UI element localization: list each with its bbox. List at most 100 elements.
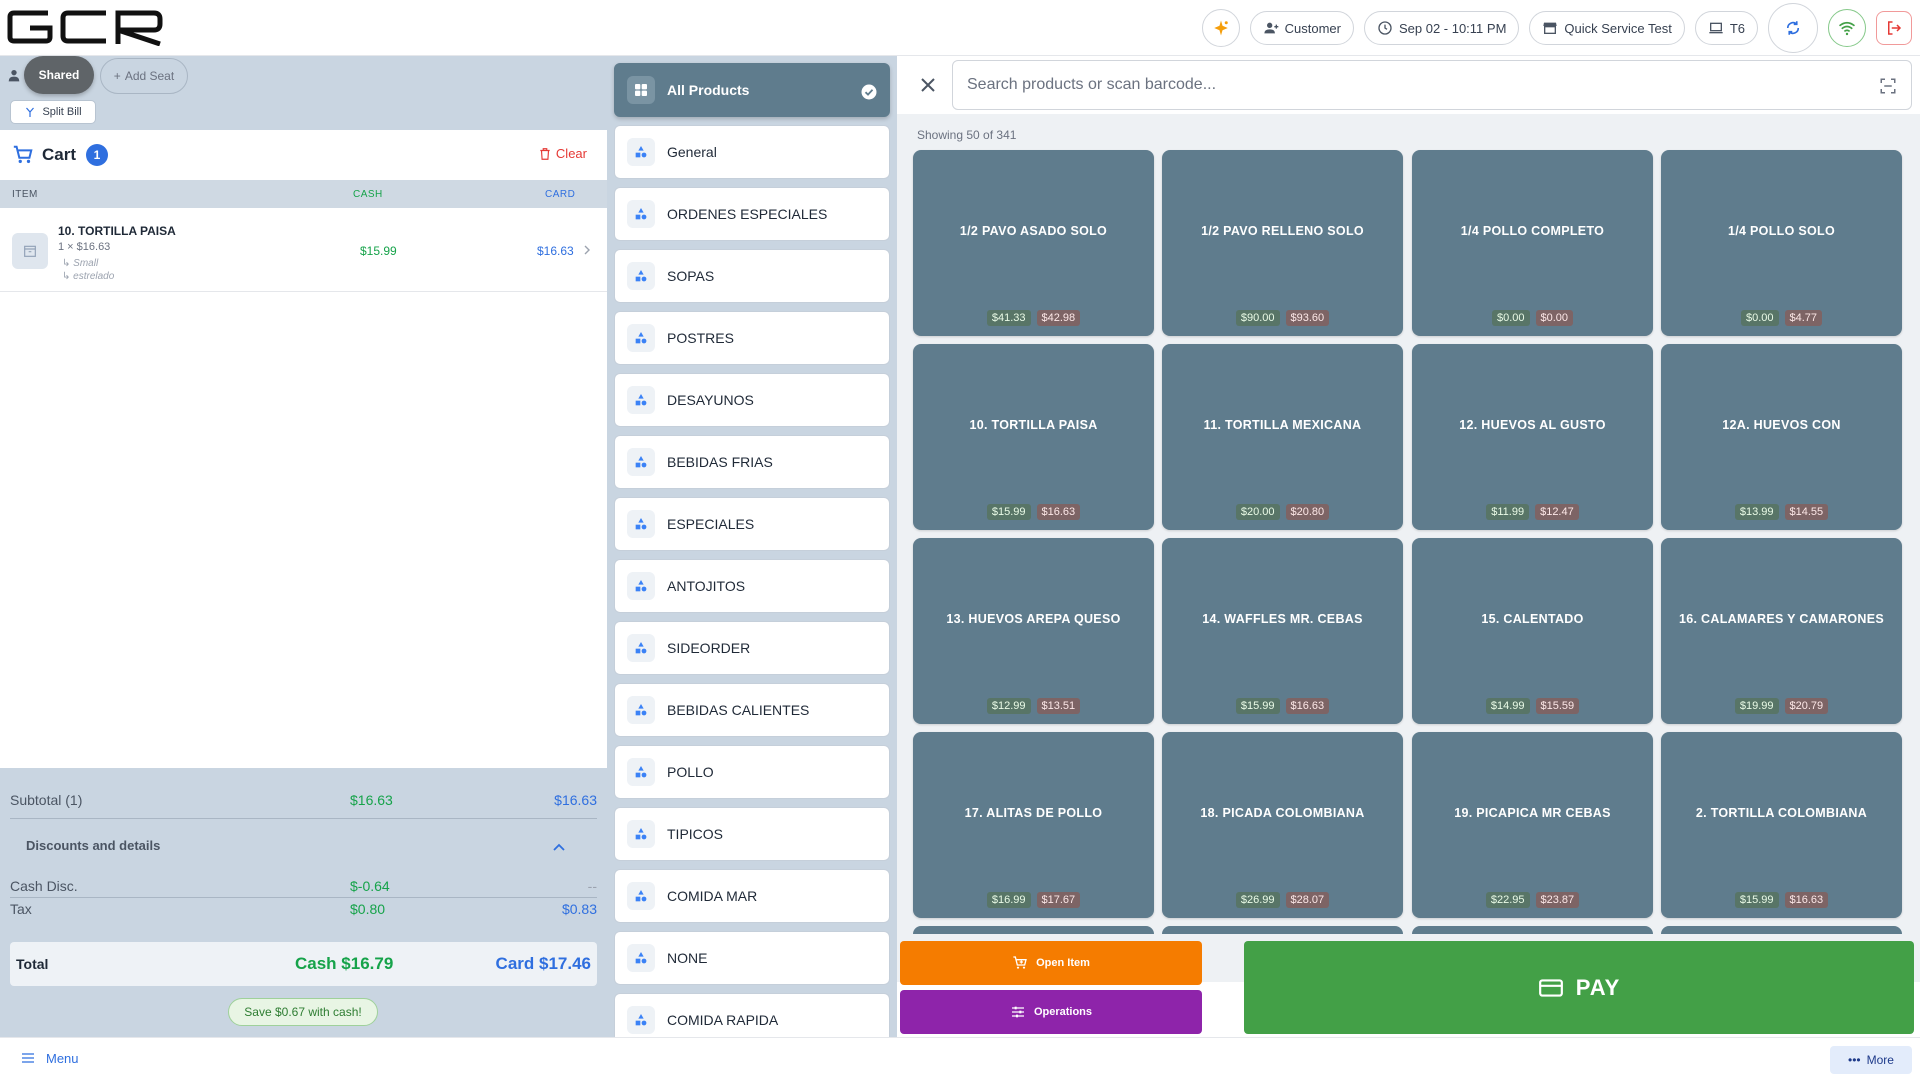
category-label: General (667, 144, 717, 160)
category-item[interactable]: NONE (614, 931, 890, 985)
category-shapes-icon (635, 766, 647, 778)
terminal-chip[interactable]: T6 (1694, 11, 1758, 45)
product-tile[interactable]: 1/4 POLLO COMPLETO $0.00 $0.00 (1412, 150, 1653, 336)
cart-item-name: 10. TORTILLA PAISA (58, 224, 176, 238)
clear-cart-button[interactable]: Clear (538, 146, 587, 161)
operations-label: Operations (1033, 1006, 1093, 1018)
discounts-toggle[interactable]: Discounts and details (0, 826, 607, 864)
category-item[interactable]: DESAYUNOS (614, 373, 890, 427)
category-item[interactable]: SOPAS (614, 249, 890, 303)
cash-discount-line: Cash Disc. $-0.64 -- (10, 878, 597, 894)
product-cash-price: $13.99 (1734, 504, 1779, 520)
menu-button[interactable]: Menu (20, 1050, 79, 1066)
wifi-icon (1838, 21, 1856, 36)
product-prices: $0.00 $0.00 (1412, 310, 1653, 326)
product-tile[interactable]: 1/2 PAVO ASADO SOLO $41.33 $42.98 (913, 150, 1154, 336)
add-seat-button[interactable]: + Add Seat (100, 58, 188, 94)
category-shapes-icon (635, 270, 647, 282)
open-item-button[interactable]: Open Item (900, 941, 1202, 985)
category-label: POSTRES (667, 330, 734, 346)
customer-button[interactable]: Customer (1249, 11, 1354, 45)
category-label: SIDEORDER (667, 640, 751, 656)
product-cash-price: $15.99 (1235, 698, 1280, 714)
store-chip[interactable]: Quick Service Test (1529, 11, 1685, 45)
product-tile[interactable]: 14. WAFFLES MR. CEBAS $15.99 $16.63 (1162, 538, 1403, 724)
cart-panel: Cart 1 Clear ITEM CASH CARD 10. TORTILLA… (0, 130, 607, 768)
top-bar: Customer Sep 02 - 10:11 PM Quick Service… (0, 0, 1920, 56)
category-item[interactable]: General (614, 125, 890, 179)
ai-assistant-button[interactable] (1201, 9, 1240, 47)
cart-item-modifier: ↳ Small (62, 258, 99, 269)
category-item[interactable]: COMIDA MAR (614, 869, 890, 923)
product-card-price: $23.87 (1535, 892, 1580, 908)
product-prices: $22.95 $23.87 (1412, 892, 1653, 908)
category-shapes-icon (635, 394, 647, 406)
product-tile[interactable]: 15. CALENTADO $14.99 $15.59 (1412, 538, 1653, 724)
product-prices: $0.00 $4.77 (1661, 310, 1902, 326)
category-item[interactable]: ANTOJITOS (614, 559, 890, 613)
product-tile[interactable]: 18. PICADA COLOMBIANA $26.99 $28.07 (1162, 732, 1403, 918)
datetime-chip[interactable]: Sep 02 - 10:11 PM (1363, 11, 1520, 45)
product-name: 1/2 PAVO RELLENO SOLO (1201, 224, 1364, 238)
product-prices: $14.99 $15.59 (1412, 698, 1653, 714)
product-cash-price: $90.00 (1235, 310, 1280, 326)
laptop-icon (1709, 22, 1723, 34)
category-item[interactable]: POSTRES (614, 311, 890, 365)
cart-title: Cart (42, 145, 77, 164)
showing-count: Showing 50 of 341 (917, 128, 1017, 142)
product-tile-partial[interactable] (1412, 926, 1653, 934)
product-tile[interactable]: 1/2 PAVO RELLENO SOLO $90.00 $93.60 (1162, 150, 1403, 336)
category-item[interactable]: COMIDA RAPIDA (614, 993, 890, 1037)
col-cash-header: CASH (353, 189, 383, 200)
category-item[interactable]: BEBIDAS CALIENTES (614, 683, 890, 737)
product-prices: $41.33 $42.98 (913, 310, 1154, 326)
category-icon-box (627, 138, 655, 166)
category-item[interactable]: TIPICOS (614, 807, 890, 861)
shared-seat-button[interactable]: Shared (24, 56, 94, 94)
product-tile[interactable]: 13. HUEVOS AREPA QUESO $12.99 $13.51 (913, 538, 1154, 724)
product-tile[interactable]: 19. PICAPICA MR CEBAS $22.95 $23.87 (1412, 732, 1653, 918)
product-tile[interactable]: 1/4 POLLO SOLO $0.00 $4.77 (1661, 150, 1902, 336)
split-bill-label: Split Bill (42, 106, 82, 118)
barcode-scan-icon[interactable] (1879, 77, 1897, 95)
product-card-price: $16.63 (1036, 504, 1081, 520)
more-button[interactable]: ••• More (1830, 1046, 1912, 1074)
product-tile-partial[interactable] (1162, 926, 1403, 934)
category-label: COMIDA MAR (667, 888, 758, 904)
sync-button[interactable] (1768, 3, 1818, 53)
category-list: All Products General ORDENES ESPECIALES SOP… (607, 56, 897, 1037)
category-item[interactable]: All Products (614, 63, 890, 117)
product-prices: $12.99 $13.51 (913, 698, 1154, 714)
category-item[interactable]: SIDEORDER (614, 621, 890, 675)
product-tile[interactable]: 2. TORTILLA COLOMBIANA $15.99 $16.63 (1661, 732, 1902, 918)
cash-disc-label: Cash Disc. (10, 878, 78, 894)
wifi-status-button[interactable] (1828, 9, 1866, 47)
tax-line: Tax $0.80 $0.83 (10, 901, 597, 917)
cart-item-row[interactable]: 10. TORTILLA PAISA 1 × $16.63 ↳ Small ↳ … (0, 208, 607, 292)
logout-button[interactable] (1876, 11, 1912, 45)
divider (10, 818, 597, 819)
product-tile-partial[interactable] (913, 926, 1154, 934)
category-shapes-icon (635, 1014, 647, 1026)
product-tile[interactable]: 17. ALITAS DE POLLO $16.99 $17.67 (913, 732, 1154, 918)
product-tile-partial[interactable] (1661, 926, 1902, 934)
category-shapes-icon (635, 642, 647, 654)
search-input[interactable] (967, 61, 1847, 109)
category-item[interactable]: BEBIDAS FRIAS (614, 435, 890, 489)
product-tile[interactable]: 10. TORTILLA PAISA $15.99 $16.63 (913, 344, 1154, 530)
close-icon[interactable] (917, 74, 939, 96)
product-tile[interactable]: 12A. HUEVOS CON $13.99 $14.55 (1661, 344, 1902, 530)
category-item[interactable]: ESPECIALES (614, 497, 890, 551)
operations-button[interactable]: Operations (900, 990, 1202, 1034)
pay-button[interactable]: PAY (1244, 941, 1914, 1034)
product-card-price: $20.80 (1285, 504, 1330, 520)
product-tile[interactable]: 12. HUEVOS AL GUSTO $11.99 $12.47 (1412, 344, 1653, 530)
category-item[interactable]: POLLO (614, 745, 890, 799)
category-item[interactable]: ORDENES ESPECIALES (614, 187, 890, 241)
product-tile[interactable]: 11. TORTILLA MEXICANA $20.00 $20.80 (1162, 344, 1403, 530)
add-seat-label: Add Seat (124, 69, 175, 83)
product-tile[interactable]: 16. CALAMARES Y CAMARONES $19.99 $20.79 (1661, 538, 1902, 724)
product-cash-price: $19.99 (1734, 698, 1779, 714)
category-label: DESAYUNOS (667, 392, 754, 408)
split-bill-button[interactable]: Split Bill (10, 100, 96, 124)
